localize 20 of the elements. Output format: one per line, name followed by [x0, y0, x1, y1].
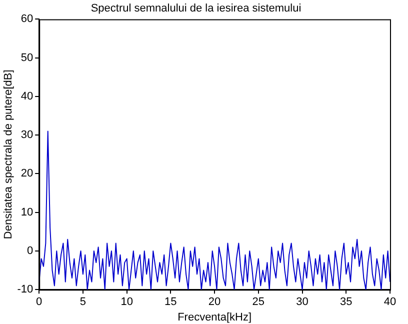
y-tick-label: 20 — [20, 168, 34, 180]
x-axis-title: Frecventa[kHz] — [178, 311, 252, 324]
y-tick-label: 60 — [20, 13, 34, 26]
x-tick-label: 15 — [164, 296, 177, 308]
y-tick-label: 50 — [20, 52, 34, 64]
y-tick-label: 10 — [20, 206, 34, 218]
y-tick-label: -10 — [17, 284, 34, 296]
chart-title: Spectrul semnalului de la iesirea sistemului — [90, 2, 302, 15]
x-tick-label: 0 — [36, 296, 42, 308]
x-tick-label: 30 — [296, 296, 308, 308]
x-tick-label: 40 — [384, 296, 396, 308]
x-tick-label: 35 — [340, 296, 352, 308]
x-tick-label: 25 — [252, 296, 265, 308]
y-tick-label: 40 — [20, 90, 34, 102]
x-tick-label: 10 — [120, 296, 133, 308]
x-tick-label: 5 — [80, 296, 86, 308]
x-tick-label: 20 — [208, 296, 221, 308]
y-axis-title: Densitatea spectrala de putere[dB] — [2, 70, 15, 240]
y-tick-label: 30 — [20, 129, 34, 142]
y-tick-label: 0 — [26, 245, 34, 258]
